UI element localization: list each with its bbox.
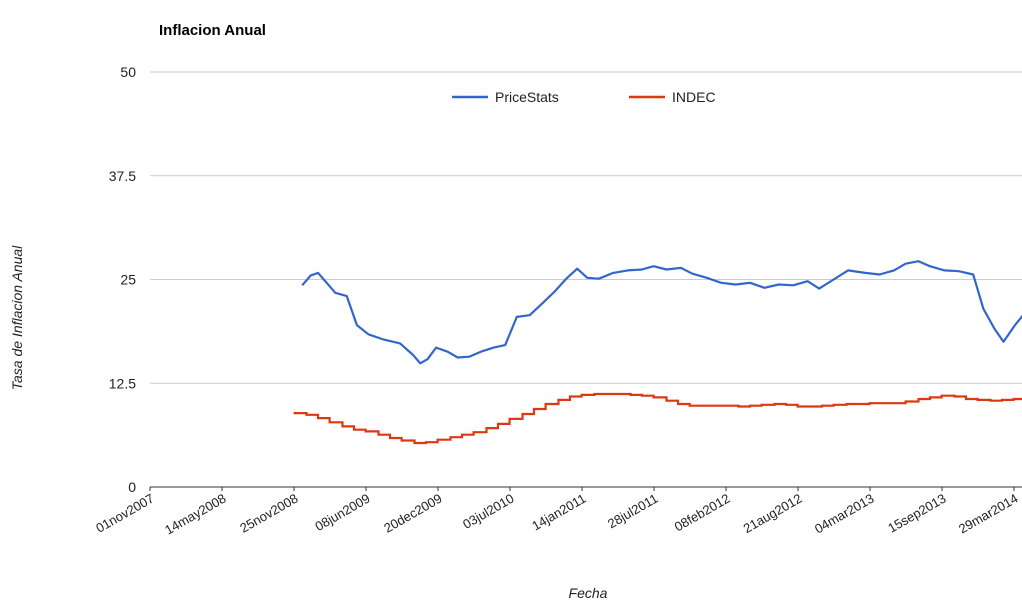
x-tick-label: 29mar2014 bbox=[956, 491, 1020, 537]
x-tick-label: 01nov2007 bbox=[93, 491, 156, 536]
x-tick-label: 08feb2012 bbox=[672, 491, 733, 535]
y-tick-label: 0 bbox=[128, 479, 136, 495]
y-axis-title: Tasa de Inflacion Anual bbox=[9, 245, 25, 390]
x-tick-label: 04mar2013 bbox=[812, 491, 876, 537]
x-tick-label: 28jul2011 bbox=[605, 491, 660, 532]
x-tick-label: 20dec2009 bbox=[381, 491, 444, 536]
legend-label-pricestats: PriceStats bbox=[495, 89, 559, 105]
x-axis-ticks: 01nov2007 14may2008 25nov2008 08jun2009 20de… bbox=[93, 487, 1021, 538]
x-tick-label: 15sep2013 bbox=[885, 491, 948, 536]
x-tick-label: 14may2008 bbox=[162, 491, 228, 538]
series-line-pricestats bbox=[301, 260, 1022, 365]
y-tick-label: 25 bbox=[120, 272, 136, 288]
x-tick-label: 03jul2010 bbox=[460, 491, 516, 532]
x-tick-label: 25nov2008 bbox=[237, 491, 300, 536]
x-tick-label: 14jan2011 bbox=[529, 491, 588, 534]
y-axis-ticks: 0 12.5 25 37.5 50 bbox=[109, 64, 136, 495]
legend-label-indec: INDEC bbox=[672, 89, 716, 105]
x-tick-label: 08jun2009 bbox=[312, 491, 372, 534]
y-tick-label: 37.5 bbox=[109, 168, 136, 184]
gridlines bbox=[150, 71, 1022, 384]
y-tick-label: 50 bbox=[120, 64, 136, 80]
legend: PriceStats INDEC bbox=[452, 89, 716, 105]
chart-title: Inflacion Anual bbox=[159, 22, 266, 39]
x-axis-title: Fecha bbox=[569, 585, 608, 601]
x-tick-label: 21aug2012 bbox=[741, 491, 805, 537]
series-lines bbox=[293, 260, 1022, 445]
series-line-indec bbox=[293, 392, 1022, 445]
y-tick-label: 12.5 bbox=[109, 375, 136, 391]
